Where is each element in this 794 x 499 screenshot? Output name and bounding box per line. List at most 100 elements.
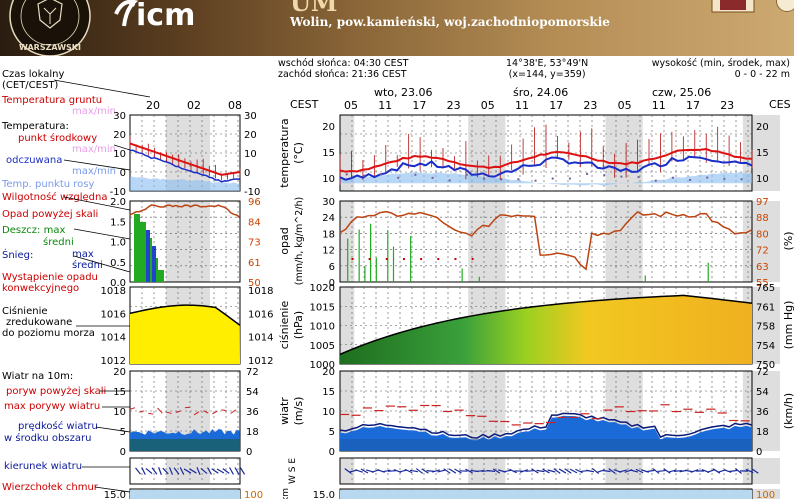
- legend-pressure-1: Ciśnienie: [2, 306, 48, 317]
- refresh-icon[interactable]: [776, 0, 794, 12]
- wind-direction-arrow: [454, 468, 462, 474]
- legend-feels-like: odczuwana: [6, 155, 63, 166]
- wind-direction-arrow: [618, 469, 628, 473]
- pressure-mmhg-tick: 758: [756, 322, 775, 333]
- humidity-tick: 63: [756, 262, 769, 273]
- day-label: śro, 24.06: [513, 86, 569, 99]
- pressure-tick: 1020: [310, 283, 335, 294]
- wind-direction-arrow: [443, 468, 451, 474]
- pressure-tick: 1015: [310, 302, 335, 313]
- temp-tick-right: 10: [756, 174, 769, 185]
- mini-wind-direction-arrow: [151, 467, 158, 475]
- dew-point-marker: [397, 176, 400, 179]
- coords-text: 14°38'E, 53°49'N: [506, 58, 589, 69]
- wind-direction-arrow: [608, 468, 616, 474]
- wind-direction-arrow: [745, 468, 754, 474]
- mini-wind-direction-arrow: [141, 467, 146, 475]
- mini-opad-tick: 0.0: [110, 278, 126, 289]
- mini-wind-direction-arrow: [222, 468, 230, 474]
- mini-wind-direction-arrow: [189, 468, 197, 474]
- dew-point-marker: [517, 178, 520, 181]
- mini-opad-tick: 2.0: [110, 197, 126, 208]
- mini-wind-tick: 10: [113, 407, 126, 418]
- mini-hour-label: 20: [146, 99, 160, 112]
- pressure-area: [340, 295, 752, 364]
- dew-point-marker: [414, 173, 417, 176]
- mini-rain-bar: [158, 270, 164, 282]
- panel-border: [129, 457, 241, 485]
- mini-wind-direction-arrow: [216, 468, 225, 474]
- legend-wind: Wiatr na 10m:: [2, 371, 74, 382]
- book-icon[interactable]: [710, 0, 756, 14]
- wind-speed-line: [339, 412, 753, 439]
- wind-direction-arrow: [355, 469, 363, 473]
- dew-point-area: [340, 172, 752, 186]
- dew-point-marker: [500, 178, 503, 181]
- mini-temp-tick: 20: [113, 130, 126, 141]
- wind-tick: 10: [322, 407, 335, 418]
- icm-logo[interactable]: icm: [112, 0, 224, 32]
- mini-temp-tick-right: 0: [244, 168, 250, 179]
- mini-temperature-line: [129, 142, 240, 176]
- mini-press-tick: 1018: [101, 286, 126, 297]
- convective-marker: [368, 258, 371, 260]
- mini-press-tick: 1012: [101, 356, 126, 367]
- mini-press-tick-right: 1018: [248, 286, 273, 297]
- convective-marker: [454, 258, 457, 260]
- mini-gust-marker: [230, 409, 236, 414]
- wind-direction-arrow: [387, 470, 397, 472]
- convective-marker: [437, 258, 440, 260]
- dew-point-marker: [431, 176, 434, 179]
- mini-wind-direction-arrow: [179, 467, 185, 475]
- convective-marker: [471, 258, 474, 260]
- mini-wind-tick: 15: [113, 387, 126, 398]
- wind-direction-arrow: [448, 468, 457, 474]
- panel-border: [339, 457, 753, 485]
- opad-tick: 6: [329, 262, 335, 273]
- wind-direction-arrow: [547, 469, 556, 473]
- dew-point-marker: [706, 176, 709, 179]
- wind-direction-arrow: [668, 469, 677, 473]
- mini-gust-marker: [139, 410, 145, 413]
- wind-direction-arrow: [707, 469, 715, 473]
- page-title: UM: [290, 0, 338, 17]
- opad-tick: 12: [322, 246, 335, 257]
- university-seal-logo[interactable]: WARSZAWSKI: [0, 0, 100, 56]
- legend-midpoint: punkt środkowy: [18, 133, 98, 144]
- mini-wind-direction-arrow: [206, 467, 213, 475]
- mini-temp-tick-right: 20: [244, 130, 257, 141]
- axis-unit-cloud: km: [281, 488, 291, 499]
- wind-direction-arrow: [728, 469, 738, 473]
- wind-direction-arrow: [575, 468, 583, 474]
- legend-dew-point: Temp. punktu rosy: [2, 179, 95, 190]
- wind-direction-arrow: [652, 468, 660, 474]
- mini-wind-tick-right: 36: [246, 407, 259, 418]
- dew-point-marker: [362, 174, 365, 177]
- axis-title-temperature: temperatura: [278, 118, 291, 187]
- wind-direction-arrow: [635, 468, 644, 474]
- night-band: [468, 201, 506, 282]
- hour-label: 23: [447, 99, 461, 112]
- dew-point-marker: [654, 179, 657, 182]
- mini-temp-tick: 30: [113, 111, 126, 122]
- legend-convective-1: Wystąpienie opadu: [2, 272, 98, 283]
- convective-marker: [385, 258, 388, 260]
- mini-wind-direction-arrow: [183, 468, 192, 474]
- legend-midpoint-mm: max/min: [72, 144, 117, 155]
- mini-wind-tick-right: 18: [246, 427, 259, 438]
- temp-tick: 15: [322, 148, 335, 159]
- legend-leader-line: [73, 255, 131, 273]
- temp-tick-right: 20: [756, 122, 769, 133]
- mini-cloud-top-strip: [130, 490, 240, 499]
- legend-rain-avg: średni: [43, 237, 74, 248]
- day-label: wto, 23.06: [374, 86, 433, 99]
- mini-wind-direction-arrow: [135, 467, 141, 475]
- wind-direction-arrow: [404, 468, 413, 474]
- mini-temp-tick-right: 30: [244, 111, 257, 122]
- dew-point-marker: [603, 174, 606, 177]
- mini-wind-tick: 0: [120, 447, 126, 458]
- wind-direction-arrow: [486, 470, 496, 472]
- legend-max-gust: max porywy wiatru: [4, 401, 101, 412]
- wind-direction-arrow: [629, 469, 639, 473]
